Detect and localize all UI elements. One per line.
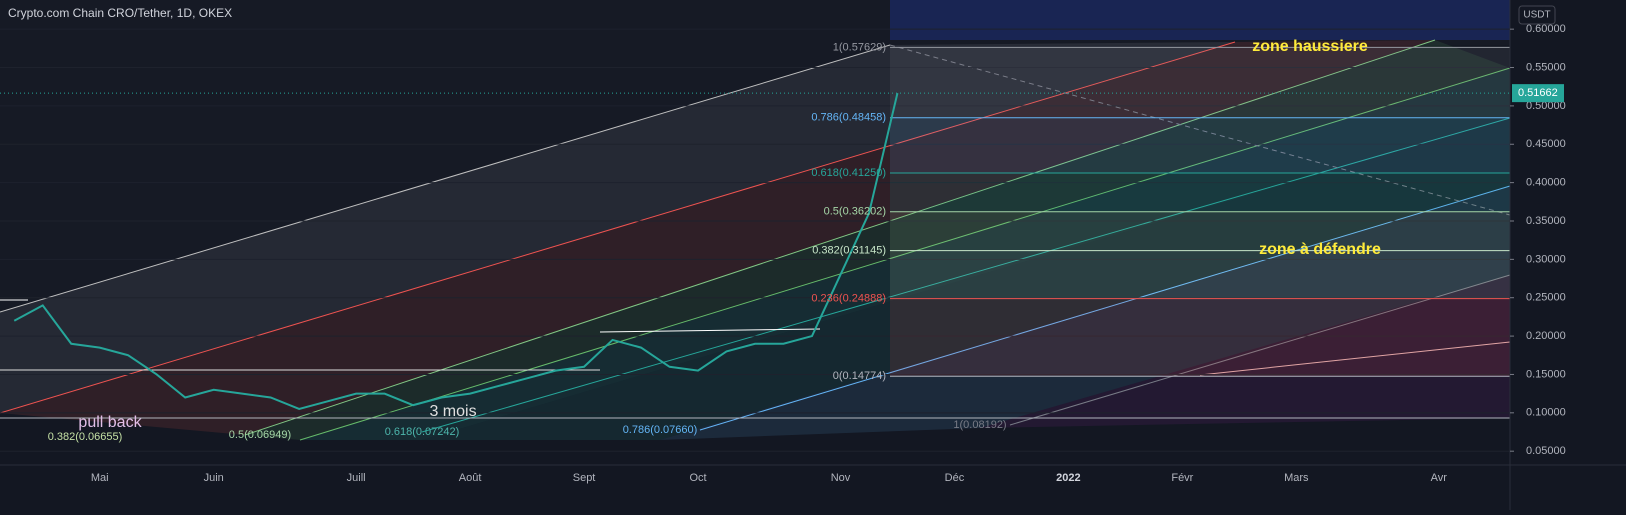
fib-band (890, 298, 1510, 377)
fork-line (889, 44, 1511, 216)
y-tick-label: 0.45000 (1526, 138, 1566, 150)
y-tick-label: 0.20000 (1526, 330, 1566, 342)
zone-block (890, 0, 1510, 40)
annotation: zone haussiere (1252, 38, 1368, 55)
fib-band (890, 173, 1510, 212)
y-tick-label: 0.55000 (1526, 61, 1566, 73)
last-price-label: 0.51662 (1518, 87, 1558, 99)
x-tick-label: Nov (831, 472, 851, 484)
box-line (599, 328, 821, 333)
x-tick-label: Août (459, 472, 482, 484)
fib-band (890, 117, 1510, 174)
band (980, 275, 1510, 428)
x-tick-label: Juin (204, 472, 224, 484)
band (422, 118, 1510, 440)
x-tick-label: Avr (1431, 472, 1448, 484)
y-tick-label: 0.15000 (1526, 368, 1566, 380)
currency-box (1518, 5, 1556, 25)
y-tick-label: 0.25000 (1526, 292, 1566, 304)
fib-label: 0.618(0.41250) (811, 167, 886, 179)
last-price-box (1512, 84, 1564, 103)
fib-label: 0.236(0.24888) (811, 292, 886, 304)
fan-label: 0.5(0.06949) (229, 429, 291, 441)
y-tick-label: 0.30000 (1526, 253, 1566, 265)
y-tick-label: 0.10000 (1526, 407, 1566, 419)
annotation: pull back (78, 414, 142, 431)
fork-line (699, 185, 1511, 431)
fib-label: 0.382(0.31145) (812, 244, 886, 256)
x-tick-label: Juill (347, 472, 366, 484)
x-tick-label: 2022 (1056, 472, 1080, 484)
drawings (0, 0, 1511, 441)
fork-line (1009, 274, 1511, 426)
fork-line (0, 41, 1236, 414)
fan-label: 0.618(0.07242) (385, 426, 460, 438)
x-tick-label: Févr (1171, 472, 1193, 484)
fib-band (890, 211, 1510, 251)
fan-label: 0.382(0.06655) (48, 431, 123, 443)
chart-title: Crypto.com Chain CRO/Tether, 1D, OKEX (8, 6, 232, 20)
fib-band (890, 47, 1510, 118)
fork-line (0, 44, 891, 313)
fan-label: 0.786(0.07660) (623, 424, 698, 436)
fib-label: 1(0.57629) (833, 41, 886, 53)
fib-label: 0(0.14774) (833, 370, 886, 382)
y-tick-label: 0.05000 (1526, 445, 1566, 457)
y-tick-label: 0.60000 (1526, 23, 1566, 35)
fork-line (421, 117, 1511, 433)
plot (0, 28, 1510, 452)
fork-line (299, 67, 1511, 441)
band (0, 0, 1510, 312)
y-tick-label: 0.35000 (1526, 215, 1566, 227)
band (245, 40, 1510, 440)
fib-label: 0.786(0.48458) (811, 112, 886, 124)
fan-label: 1(0.08192) (953, 419, 1006, 431)
fib-band (890, 250, 1510, 299)
x-tick-label: Mars (1284, 472, 1309, 484)
x-tick-label: Mai (91, 472, 109, 484)
fib-label: 0.5(0.36202) (824, 206, 886, 218)
x-tick-label: Déc (945, 472, 965, 484)
annotation: 3 mois (429, 403, 476, 420)
y-tick-label: 0.50000 (1526, 100, 1566, 112)
annotation: zone à défendre (1259, 241, 1381, 258)
x-tick-label: Sept (573, 472, 596, 484)
price-line (13, 92, 899, 411)
y-tick-label: 0.40000 (1526, 177, 1566, 189)
fork-line (1199, 341, 1511, 376)
currency: USDT (1523, 10, 1550, 21)
x-tick-label: Oct (689, 472, 706, 484)
